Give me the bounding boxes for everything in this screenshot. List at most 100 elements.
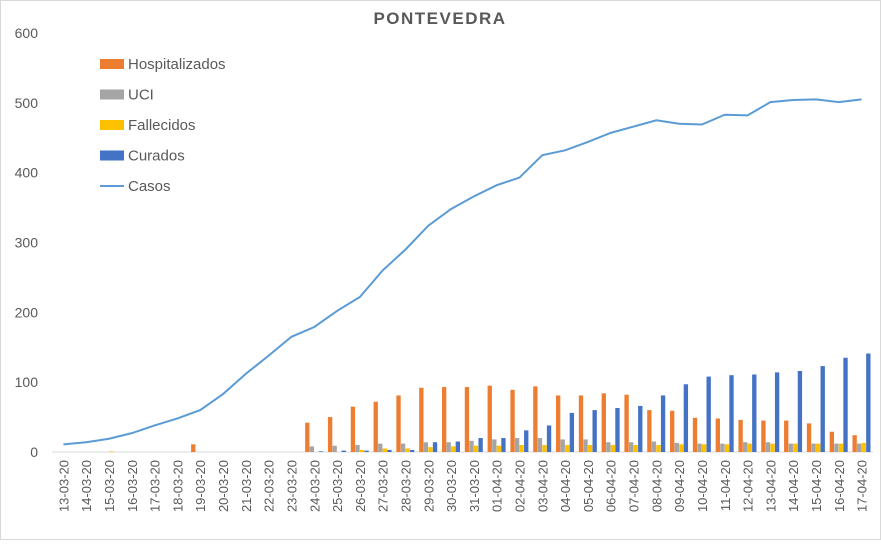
bar <box>829 431 835 452</box>
bar <box>423 442 429 452</box>
y-tick-label: 600 <box>15 25 39 41</box>
bar <box>473 445 479 452</box>
legend-swatch <box>100 59 124 69</box>
x-tick-label: 28-03-20 <box>398 460 413 512</box>
bar <box>674 442 679 452</box>
bar <box>788 443 793 452</box>
bar <box>524 430 529 452</box>
x-tick-label: 15-03-20 <box>102 460 117 512</box>
bar <box>556 395 561 452</box>
legend-label: UCI <box>128 87 154 104</box>
legend-label: Curados <box>128 148 185 165</box>
bar <box>857 443 862 452</box>
x-tick-label: 06-04-20 <box>604 460 619 512</box>
x-tick-label: 01-04-20 <box>490 460 505 512</box>
bar <box>359 449 365 452</box>
bar <box>601 393 606 452</box>
bar <box>514 438 520 452</box>
bar <box>706 376 711 452</box>
legend-swatch <box>100 89 124 100</box>
bar <box>834 443 839 452</box>
x-tick-label: 04-04-20 <box>558 460 573 512</box>
bar <box>866 353 871 452</box>
x-tick-label: 15-04-20 <box>809 460 824 512</box>
bar <box>350 406 356 452</box>
bar <box>191 444 196 452</box>
bar <box>487 385 492 452</box>
bar <box>327 417 333 452</box>
bar <box>565 445 570 452</box>
bar <box>332 445 337 452</box>
bar <box>542 445 547 452</box>
bar <box>651 441 657 452</box>
bar <box>405 448 410 452</box>
bar <box>451 446 456 452</box>
bar <box>533 386 538 452</box>
bar <box>610 445 616 452</box>
bar <box>660 395 666 452</box>
x-tick-label: 25-03-20 <box>330 460 345 512</box>
bar <box>761 420 766 452</box>
bar <box>765 442 771 452</box>
x-tick-label: 14-04-20 <box>786 460 801 512</box>
bar <box>633 445 638 452</box>
bar <box>624 394 629 452</box>
bar <box>724 444 730 452</box>
bar <box>578 395 584 452</box>
bar <box>492 439 497 452</box>
bar <box>410 449 415 452</box>
bar <box>815 443 821 452</box>
bar <box>820 366 825 452</box>
legend-label: Hospitalizados <box>128 56 226 73</box>
x-tick-label: 17-04-20 <box>855 460 870 512</box>
bar <box>647 410 652 452</box>
legend-swatch <box>100 150 124 161</box>
x-tick-label: 27-03-20 <box>376 460 391 512</box>
bar <box>638 405 643 452</box>
bar <box>592 410 597 452</box>
bar <box>729 375 734 452</box>
x-tick-label: 31-03-20 <box>467 460 482 512</box>
y-tick-label: 0 <box>30 444 38 460</box>
x-tick-label: 13-03-20 <box>56 460 71 512</box>
bar <box>784 420 789 452</box>
x-tick-label: 29-03-20 <box>421 460 436 512</box>
x-tick-label: 20-03-20 <box>216 460 231 512</box>
bar <box>355 445 360 452</box>
bar <box>852 435 857 452</box>
bar <box>378 443 383 452</box>
bar <box>774 372 780 452</box>
bar <box>679 444 684 452</box>
y-tick-label: 300 <box>15 235 39 251</box>
bar <box>811 443 816 452</box>
bar <box>455 441 460 452</box>
legend-label: Casos <box>128 178 171 195</box>
x-tick-label: 03-04-20 <box>535 460 550 512</box>
bar <box>382 448 388 452</box>
bar <box>701 444 707 452</box>
bar <box>715 418 720 452</box>
x-tick-label: 23-03-20 <box>284 460 299 512</box>
bar <box>428 447 433 452</box>
bar <box>309 446 315 452</box>
x-tick-label: 24-03-20 <box>307 460 322 512</box>
x-tick-label: 11-04-20 <box>718 460 733 511</box>
y-tick-label: 200 <box>15 304 39 320</box>
bar <box>546 425 552 452</box>
line <box>63 98 862 446</box>
x-tick-label: 30-03-20 <box>444 460 459 512</box>
bar <box>364 450 369 452</box>
bar <box>670 410 675 452</box>
bar <box>843 357 848 452</box>
bar <box>387 449 392 452</box>
bar <box>752 374 757 452</box>
x-tick-label: 07-04-20 <box>627 460 642 512</box>
bar <box>537 438 543 452</box>
bar <box>606 442 611 452</box>
bar <box>469 440 474 452</box>
bar <box>628 442 634 452</box>
bar <box>496 445 502 452</box>
bar <box>569 412 575 452</box>
bar <box>478 438 483 452</box>
